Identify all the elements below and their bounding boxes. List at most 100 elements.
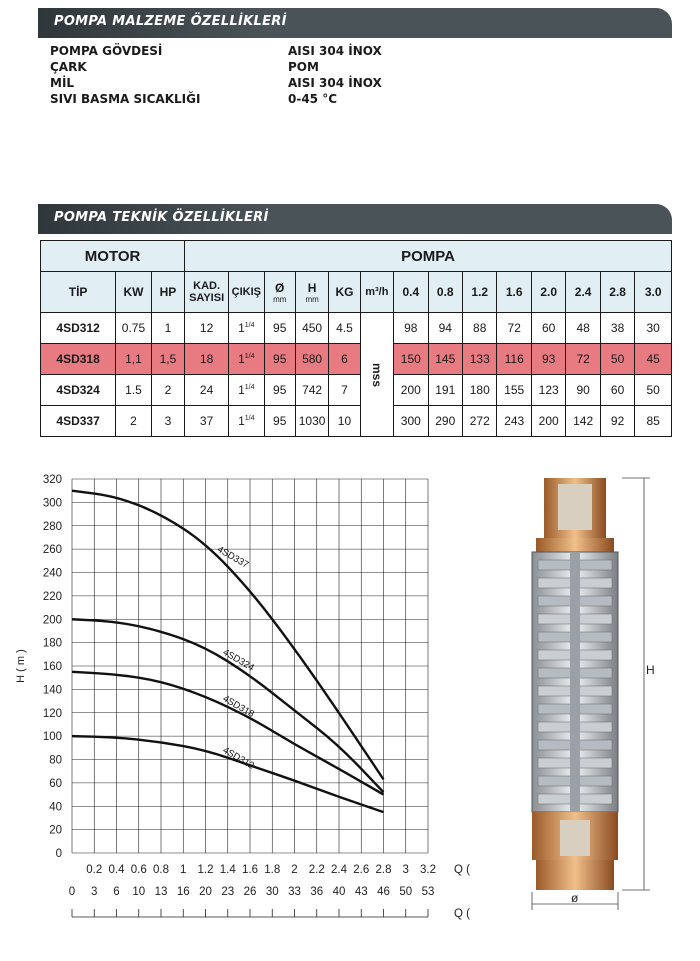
x-tick-label-lmin: 26 xyxy=(244,886,257,898)
col-dia-label: Ø xyxy=(275,280,285,295)
y-axis-label: H ( m ) xyxy=(15,649,27,683)
cell-val: 45 xyxy=(634,343,672,375)
cell-val: 94 xyxy=(427,312,464,344)
cell-val: 200 xyxy=(393,374,429,406)
cell-val: 300 xyxy=(393,405,429,437)
y-tick-label: 80 xyxy=(49,755,62,767)
material-value: AISI 304 İNOX xyxy=(288,76,382,90)
x-tick-label-lmin: 50 xyxy=(399,886,412,898)
curve-4sd324 xyxy=(71,618,385,794)
pump-shaft xyxy=(570,552,580,812)
x-axis-label-lmin: Q (l / min) xyxy=(454,908,470,920)
cell-val: 191 xyxy=(427,374,464,406)
col-flow-val: 0.4 xyxy=(393,271,429,313)
y-tick-label: 120 xyxy=(43,708,62,720)
x-tick-label-lmin: 33 xyxy=(288,886,301,898)
y-tick-label: 100 xyxy=(43,731,62,743)
col-tip: TİP xyxy=(39,271,117,313)
materials-section-title: POMPA MALZEME ÖZELLİKLERİ xyxy=(54,14,287,29)
material-value: 0-45 °C xyxy=(288,92,338,106)
y-tick-label: 160 xyxy=(43,661,62,673)
cell-val: 88 xyxy=(461,312,498,344)
cell-val: 180 xyxy=(461,374,498,406)
x-tick-label-m3h: 2.6 xyxy=(353,864,369,876)
cell-tip: 4SD324 xyxy=(39,374,117,406)
cell-val: 48 xyxy=(565,312,601,344)
y-tick-label: 220 xyxy=(43,591,62,603)
x-tick-label-lmin: 53 xyxy=(422,886,435,898)
cell-cikis-sup: 1/4 xyxy=(244,384,255,391)
height-dimension xyxy=(622,477,650,891)
y-tick-label: 20 xyxy=(49,825,62,837)
col-flow-val: 1.6 xyxy=(496,271,532,313)
x-tick-label-lmin: 13 xyxy=(155,886,168,898)
curve-4sd318 xyxy=(71,670,385,796)
x-tick-label-m3h: 2.8 xyxy=(376,864,392,876)
cell-dia: 95 xyxy=(263,343,296,375)
x-tick-label-m3h: 2 xyxy=(291,864,297,876)
curve-label: 4SD337 xyxy=(215,544,250,571)
x-tick-label-lmin: 0 xyxy=(69,886,75,898)
diameter-dimension xyxy=(531,892,619,910)
y-tick-label: 140 xyxy=(43,684,62,696)
col-hp: HP xyxy=(150,271,186,313)
cell-kad: 18 xyxy=(184,343,230,375)
col-flow-val: 1.2 xyxy=(461,271,498,313)
cell-val: 200 xyxy=(530,405,567,437)
x-tick-label-lmin: 46 xyxy=(377,886,390,898)
x-tick-label-m3h: 1.6 xyxy=(242,864,258,876)
cell-cikis-main: 1 xyxy=(238,321,245,335)
cell-val: 116 xyxy=(496,343,532,375)
y-tick-label: 180 xyxy=(43,638,62,650)
cell-cikis: 11/4 xyxy=(228,343,265,375)
cell-h: 580 xyxy=(294,343,330,375)
x-tick-label-lmin: 30 xyxy=(266,886,279,898)
col-flow-val: 0.8 xyxy=(427,271,464,313)
cell-val: 142 xyxy=(565,405,601,437)
y-tick-label: 320 xyxy=(43,474,62,486)
x-tick-label-lmin: 23 xyxy=(221,886,234,898)
cell-val: 123 xyxy=(530,374,567,406)
y-tick-label: 280 xyxy=(43,521,62,533)
cell-kg: 4.5 xyxy=(328,312,361,344)
material-value: AISI 304 İNOX xyxy=(288,44,382,58)
pump-body xyxy=(531,478,619,890)
material-value: POM xyxy=(288,60,319,74)
y-tick-label: 60 xyxy=(49,778,62,790)
cell-dia: 95 xyxy=(263,312,296,344)
cell-kg: 10 xyxy=(328,405,361,437)
y-tick-label: 200 xyxy=(43,614,62,626)
x-tick-label-m3h: 3.2 xyxy=(420,864,436,876)
y-tick-label: 0 xyxy=(56,848,62,860)
col-flow-val: 2.4 xyxy=(565,271,601,313)
cell-cikis-main: 1 xyxy=(238,414,245,428)
diameter-label: ø xyxy=(571,891,579,905)
mss-label: mss xyxy=(369,362,384,387)
x-tick-label-lmin: 43 xyxy=(355,886,368,898)
cell-cikis-main: 1 xyxy=(238,383,245,397)
col-h-unit: mm xyxy=(305,294,319,304)
y-tick-label: 300 xyxy=(43,497,62,509)
y-tick-label: 240 xyxy=(43,568,62,580)
cell-val: 72 xyxy=(496,312,532,344)
material-key: SIVI BASMA SICAKLIĞI xyxy=(50,92,201,106)
x-tick-label-m3h: 0.4 xyxy=(109,864,126,876)
x-tick-label-m3h: 2.4 xyxy=(331,864,348,876)
cell-kw: 1.5 xyxy=(115,374,152,406)
col-flow-val: 2.8 xyxy=(599,271,636,313)
col-flow-val: 2.0 xyxy=(530,271,567,313)
cell-kw: 1,1 xyxy=(115,343,152,375)
cell-kad: 24 xyxy=(184,374,230,406)
pump-illustration: H ø xyxy=(531,477,655,910)
height-label: H xyxy=(646,663,655,677)
cell-val: 133 xyxy=(461,343,498,375)
cell-cikis: 11/4 xyxy=(228,374,265,406)
x-tick-label-lmin: 10 xyxy=(132,886,145,898)
x-axis-label-m3h: Q (m³ / h) xyxy=(454,864,470,876)
curve-4sd337 xyxy=(71,489,385,781)
technical-table: MOTOR POMPA TİP KW HP KAD. SAYISI ÇIKIŞ … xyxy=(39,240,672,437)
cell-hp: 1,5 xyxy=(150,343,186,375)
x-tick-label-m3h: 0.2 xyxy=(86,864,102,876)
pompa-group-header: POMPA xyxy=(184,240,672,272)
table-row: 4SD324 1.5 2 24 11/4 95 742 7 200 191 18… xyxy=(39,374,672,406)
